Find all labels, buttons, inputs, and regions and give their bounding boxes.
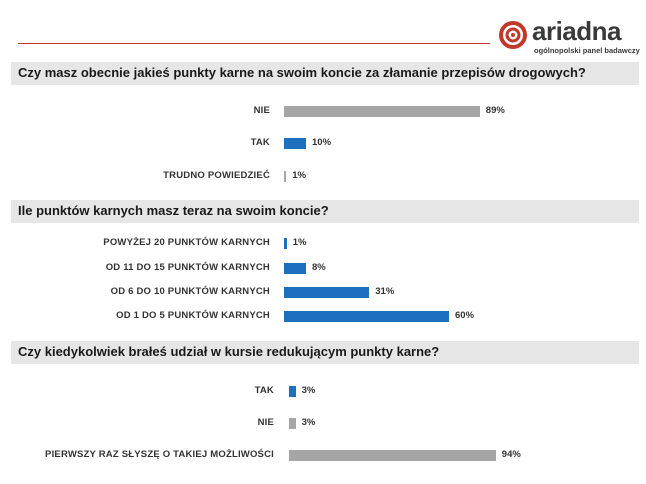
logo-tagline: ogólnopolski panel badawczy — [534, 46, 640, 55]
spiral-logo-icon — [499, 21, 527, 49]
value-label: 89% — [485, 105, 505, 116]
category-label: POWYŻEJ 20 PUNKTÓW KARNYCH — [103, 237, 270, 248]
value-label: 10% — [312, 137, 332, 148]
value-label: 1% — [292, 170, 306, 181]
category-label: NIE — [253, 105, 270, 116]
value-label: 94% — [501, 449, 521, 460]
question-title: Czy masz obecnie jakieś punkty karne na … — [18, 65, 586, 80]
category-label: OD 11 DO 15 PUNKTÓW KARNYCH — [105, 262, 270, 273]
logo-wordmark: ariadna — [532, 16, 622, 46]
category-label: TAK — [254, 385, 274, 396]
bar-3-2 — [289, 418, 296, 429]
category-label: OD 6 DO 10 PUNKTÓW KARNYCH — [110, 286, 270, 297]
header-divider — [18, 43, 490, 44]
question-header-3: Czy kiedykolwiek brałeś udział w kursie … — [11, 341, 639, 364]
question-title: Ile punktów karnych masz teraz na swoim … — [18, 203, 329, 218]
value-label: 3% — [301, 385, 316, 396]
category-label: OD 1 DO 5 PUNKTÓW KARNYCH — [116, 310, 270, 321]
bar-2-3 — [284, 287, 370, 298]
value-label: 60% — [455, 310, 475, 321]
category-label: TAK — [250, 137, 270, 148]
category-label: TRUDNO POWIEDZIEĆ — [163, 170, 270, 181]
category-label: NIE — [257, 417, 274, 428]
question-title: Czy kiedykolwiek brałeś udział w kursie … — [18, 344, 440, 359]
category-label: PIERWSZY RAZ SŁYSZĘ O TAKIEJ MOŻLIWOŚCI — [45, 449, 274, 460]
bar-2-1 — [284, 238, 287, 249]
bar-3-1 — [289, 386, 296, 397]
bar-1-1 — [284, 106, 480, 117]
ariadna-logo: ariadna ogólnopolski panel badawczy — [498, 16, 644, 55]
bar-1-2 — [284, 138, 306, 149]
bar-3-3 — [289, 450, 496, 461]
value-label: 8% — [312, 262, 326, 273]
bar-2-2 — [284, 263, 306, 274]
value-label: 31% — [375, 286, 395, 297]
question-header-2: Ile punktów karnych masz teraz na swoim … — [11, 200, 639, 223]
question-header-1: Czy masz obecnie jakieś punkty karne na … — [11, 62, 639, 85]
value-label: 3% — [301, 417, 316, 428]
bar-1-3 — [284, 171, 287, 182]
bar-2-4 — [284, 311, 449, 322]
value-label: 1% — [292, 237, 307, 248]
